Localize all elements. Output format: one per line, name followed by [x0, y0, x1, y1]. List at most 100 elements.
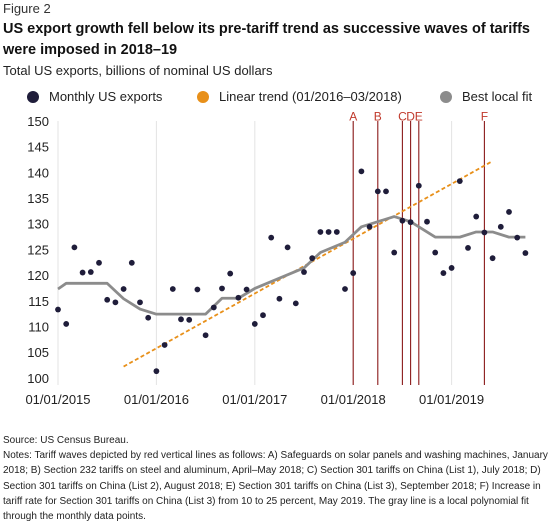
data-point: [161, 342, 168, 348]
tariff-label-e: E: [415, 110, 423, 124]
y-tick-label: 145: [27, 140, 49, 155]
data-point: [120, 286, 127, 292]
x-tick-label: 01/01/2015: [25, 392, 90, 407]
gray-dot-icon: [440, 90, 452, 103]
y-tick-label: 140: [27, 165, 49, 180]
legend-item-linear-trend: Linear trend (01/2016–03/2018): [197, 89, 402, 104]
data-point: [301, 269, 307, 275]
fit-layer: [57, 215, 526, 316]
tariff-label-c: C: [398, 110, 407, 124]
notes-text: Notes: Tariff waves depicted by red vert…: [3, 450, 548, 523]
data-point: [284, 244, 291, 251]
data-point: [456, 178, 463, 185]
data-point: [342, 286, 348, 292]
x-tick-label: 01/01/2016: [124, 392, 189, 407]
data-point: [71, 244, 78, 251]
data-point: [399, 217, 406, 224]
data-point: [522, 250, 529, 256]
data-point: [194, 286, 201, 293]
data-point: [227, 270, 234, 277]
data-point: [497, 223, 504, 230]
data-point: [104, 296, 111, 303]
legend-label: Monthly US exports: [49, 89, 163, 104]
data-point: [325, 229, 332, 235]
data-point: [465, 244, 471, 251]
figure-label: Figure 2: [3, 1, 51, 16]
data-point: [63, 321, 70, 327]
data-point: [186, 316, 193, 323]
data-point: [219, 285, 225, 292]
data-point: [79, 269, 86, 276]
y-tick-label: 150: [27, 114, 49, 129]
data-point: [276, 295, 283, 302]
data-point: [391, 249, 398, 256]
data-point: [514, 234, 521, 241]
y-tick-label: 100: [27, 371, 49, 386]
data-point: [178, 316, 184, 323]
data-point: [309, 255, 316, 262]
data-point: [112, 299, 119, 306]
legend-label: Best local fit: [462, 89, 533, 104]
data-point: [333, 229, 340, 235]
x-tick-label: 01/01/2017: [222, 392, 287, 407]
axis-layer: 100 105 110 115 120 125 130 135 140 145 150 01/01/2…: [25, 114, 484, 407]
data-point: [481, 229, 488, 236]
y-tick-label: 120: [27, 268, 49, 283]
data-point: [96, 259, 102, 266]
chart-subtitle: Total US exports, billions of nominal US…: [3, 63, 273, 78]
source-text: Source: US Census Bureau.: [3, 435, 129, 446]
fit-line: [57, 215, 526, 316]
x-tick-label: 01/01/2019: [419, 392, 484, 407]
tariff-label-a: A: [349, 110, 357, 124]
data-point: [137, 299, 143, 306]
data-point: [374, 188, 381, 195]
data-point: [210, 304, 217, 311]
y-tick-label: 110: [28, 319, 49, 334]
data-point: [87, 269, 94, 275]
legend-label: Linear trend (01/2016–03/2018): [219, 89, 402, 104]
data-point: [350, 270, 357, 276]
data-point: [235, 294, 242, 301]
data-point: [153, 368, 160, 375]
data-point: [128, 259, 135, 266]
data-point: [251, 321, 258, 327]
orange-dot-icon: [197, 90, 209, 103]
data-point: [292, 300, 299, 307]
data-point: [506, 209, 512, 215]
legend: Monthly US exports Linear trend (01/2016…: [0, 89, 560, 111]
tariff-label-f: F: [481, 110, 488, 124]
y-tick-label: 135: [27, 191, 49, 206]
data-point: [366, 223, 373, 230]
data-point: [407, 219, 414, 226]
data-point: [440, 270, 447, 276]
data-point: [424, 218, 430, 225]
data-point: [473, 213, 480, 220]
points-layer: [55, 168, 529, 375]
tariff-label-d: D: [406, 110, 415, 124]
y-tick-label: 105: [27, 345, 49, 360]
data-point: [55, 306, 61, 313]
data-point: [358, 168, 365, 175]
data-point: [243, 286, 250, 293]
data-point: [383, 188, 389, 195]
data-point: [202, 332, 209, 339]
legend-item-monthly-exports: Monthly US exports: [27, 89, 162, 104]
data-point: [432, 249, 439, 256]
legend-item-local-fit: Best local fit: [440, 89, 532, 104]
data-point: [268, 234, 275, 241]
y-tick-label: 130: [27, 217, 49, 232]
chart-plot: 100 105 110 115 120 125 130 135 140 145 150 01/01/2…: [25, 110, 529, 407]
tariff-label-b: B: [374, 110, 382, 124]
dark-dot-icon: [27, 90, 39, 103]
data-point: [317, 229, 324, 235]
data-point: [489, 255, 496, 262]
notes-block: Source: US Census Bureau. Notes: Tariff …: [3, 433, 555, 524]
y-tick-label: 115: [28, 294, 49, 309]
x-tick-label: 01/01/2018: [321, 392, 386, 407]
data-point: [260, 312, 266, 319]
data-point: [448, 265, 455, 271]
data-point: [415, 182, 422, 189]
data-point: [145, 314, 152, 321]
y-tick-label: 125: [27, 242, 49, 257]
